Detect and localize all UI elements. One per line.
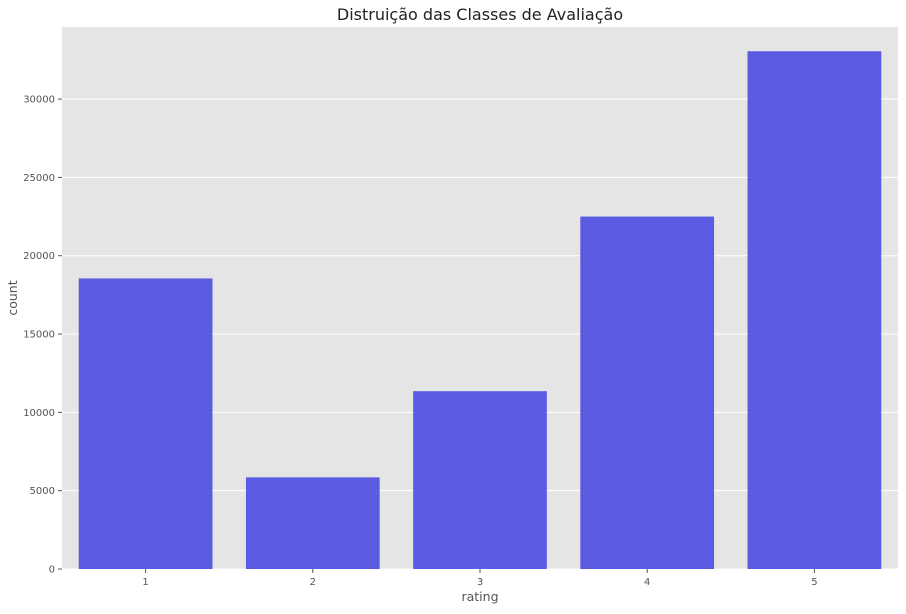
- bar-rating-3: [413, 391, 547, 569]
- y-tick-label: 30000: [23, 95, 55, 106]
- x-axis-label: rating: [461, 589, 498, 604]
- y-tick-label: 0: [49, 565, 55, 576]
- y-tick-label: 15000: [23, 330, 55, 341]
- y-tick-label: 20000: [23, 251, 55, 262]
- x-tick-label: 2: [310, 577, 316, 588]
- x-tick-label: 1: [142, 577, 148, 588]
- bar-rating-2: [245, 477, 380, 569]
- bar-rating-4: [580, 216, 715, 570]
- bar-rating-5: [747, 51, 882, 570]
- chart-title: Distruição das Classes de Avaliação: [337, 5, 623, 24]
- y-tick-label: 10000: [23, 408, 55, 419]
- y-tick-label: 25000: [23, 173, 55, 184]
- bar-rating-1: [78, 278, 213, 569]
- y-axis-ticks: 0 5000 10000 15000 20000 25000 30000: [23, 95, 62, 576]
- x-tick-label: 3: [477, 577, 483, 588]
- y-axis-label: count: [5, 280, 20, 315]
- x-tick-label: 5: [811, 577, 817, 588]
- x-tick-label: 4: [644, 577, 650, 588]
- bars: [78, 51, 882, 570]
- y-tick-label: 5000: [30, 486, 55, 497]
- x-axis-ticks: 1 2 3 4 5: [142, 569, 818, 588]
